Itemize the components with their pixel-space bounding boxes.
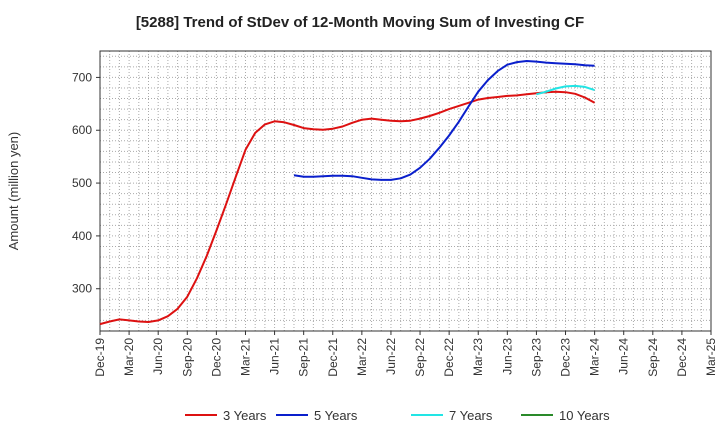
x-tick-label: Dec-19 (93, 338, 107, 377)
x-tick-label: Jun-23 (500, 338, 514, 375)
series-line-7-years (536, 84, 595, 96)
x-tick-label: Sep-20 (180, 338, 194, 377)
y-tick-label: 700 (72, 70, 92, 84)
x-tick-label: Mar-23 (471, 338, 485, 376)
x-tick-label: Jun-24 (617, 338, 631, 375)
x-tick-label: Jun-21 (268, 338, 282, 375)
x-tick-label: Sep-23 (529, 338, 543, 377)
chart-title: [5288] Trend of StDev of 12-Month Moving… (135, 14, 585, 31)
x-tick-label: Sep-24 (646, 338, 660, 377)
legend-label-7-years: 7 Years (449, 408, 493, 423)
y-axis-title: Amount (million yen) (6, 132, 21, 251)
legend: 3 Years 5 Years 7 Years 10 Years (185, 408, 610, 423)
x-tick-label: Sep-22 (413, 338, 427, 377)
series-line-3-years (99, 90, 596, 326)
series-layer (99, 60, 596, 326)
y-tick-label: 600 (72, 123, 92, 137)
series-line-5-years (293, 60, 595, 181)
x-tick-label: Dec-24 (675, 338, 689, 377)
legend-label-3-years: 3 Years (223, 408, 267, 423)
x-tick-label: Jun-22 (384, 338, 398, 375)
plot-frame (99, 50, 712, 332)
y-tick-label: 500 (72, 176, 92, 190)
x-tick-label: Sep-21 (297, 338, 311, 377)
x-tick-label: Dec-22 (442, 338, 456, 377)
y-tick-label: 300 (72, 282, 92, 296)
y-tick-label: 400 (72, 229, 92, 243)
x-tick-label: Dec-20 (209, 338, 223, 377)
x-tick-label: Mar-24 (588, 338, 602, 376)
x-tick-label: Mar-20 (122, 338, 136, 376)
x-tick-label: Mar-25 (704, 338, 718, 376)
x-tick-label: Mar-22 (355, 338, 369, 376)
legend-label-10-years: 10 Years (559, 408, 610, 423)
legend-label-5-years: 5 Years (314, 408, 358, 423)
x-tick-label: Jun-20 (151, 338, 165, 375)
x-tick-label: Mar-21 (238, 338, 252, 376)
x-tick-label: Dec-23 (559, 338, 573, 377)
x-tick-label: Dec-21 (326, 338, 340, 377)
tick-layer: 300 400 500 600 700 Dec-19 Mar-20 Jun-20 Sep-20 D… (72, 70, 718, 376)
